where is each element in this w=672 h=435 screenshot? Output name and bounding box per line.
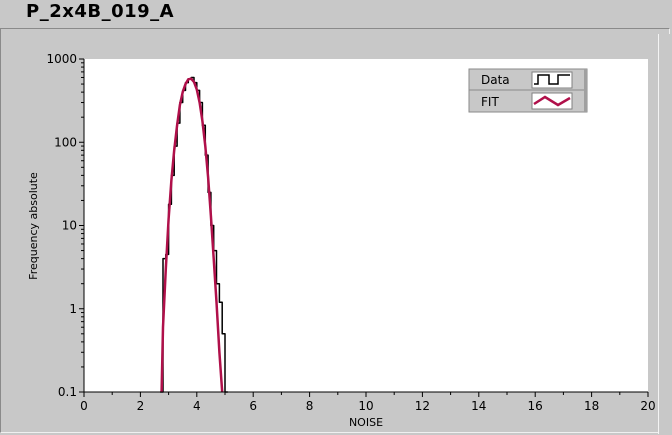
legend-swatch-fit bbox=[533, 95, 571, 107]
y-axis-title: Frequency absolute bbox=[27, 172, 40, 280]
x-tick-label: 20 bbox=[640, 399, 655, 413]
y-tick-label: 1 bbox=[69, 302, 77, 316]
y-ticks: 0.1 1 10 100 1000 bbox=[46, 52, 84, 399]
legend-shadow-right bbox=[584, 69, 587, 112]
y-tick-label: 100 bbox=[54, 135, 77, 149]
x-tick-label: 12 bbox=[415, 399, 430, 413]
x-tick-label: 16 bbox=[528, 399, 543, 413]
panel-right-edge bbox=[658, 34, 672, 434]
x-tick-label: 0 bbox=[80, 399, 88, 413]
legend-swatch-data-bg bbox=[531, 71, 573, 89]
window-title: P_2x4B_019_A bbox=[26, 1, 175, 22]
series-layer bbox=[160, 76, 228, 393]
x-tick-label: 14 bbox=[471, 399, 486, 413]
y-tick-label: 10 bbox=[62, 219, 77, 233]
x-tick-label: 10 bbox=[358, 399, 373, 413]
y-tick-label: 1000 bbox=[46, 52, 77, 66]
legend-label-fit: FIT bbox=[481, 95, 499, 109]
title-bar: P_2x4B_019_A bbox=[0, 0, 672, 26]
legend-label-data: Data bbox=[481, 73, 510, 87]
legend[interactable]: Data FIT bbox=[468, 68, 588, 113]
x-tick-label: 6 bbox=[249, 399, 257, 413]
x-tick-label: 4 bbox=[193, 399, 201, 413]
x-axis-title: NOISE bbox=[349, 416, 383, 429]
x-tick-label: 2 bbox=[137, 399, 145, 413]
y-tick-label: 0.1 bbox=[58, 385, 77, 399]
legend-swatch-data bbox=[534, 74, 570, 85]
x-tick-label: 8 bbox=[306, 399, 314, 413]
x-tick-label: 18 bbox=[584, 399, 599, 413]
series-line-fit bbox=[160, 77, 224, 393]
x-ticks: 0 2 4 6 8 10 12 14 16 18 20 bbox=[80, 392, 656, 413]
